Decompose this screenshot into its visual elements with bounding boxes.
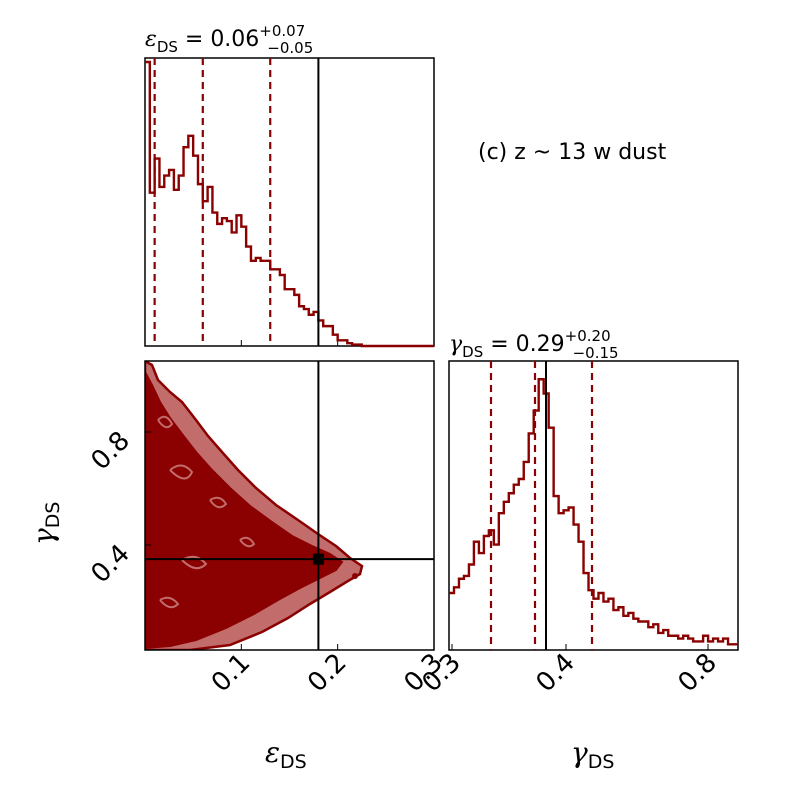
joint-ytick-label-1: 0.4 [85, 539, 135, 589]
gamma-title: γDS = 0.29+0.20 −0.15 [449, 327, 619, 362]
truth-marker [312, 553, 324, 565]
contour-holes [157, 415, 256, 609]
y-axis-label-gamma: γDS [27, 502, 64, 545]
joint-contour-panel: 0.1 0.2 0.3 0.80.4 εDS γDS [27, 360, 449, 773]
joint-frame [144, 360, 435, 651]
gamma-histogram-panel: 0.3 0.4 0.8 γDS = 0.29+0.20 −0.15 γDS [416, 327, 739, 773]
gamma-hist-frame [448, 360, 739, 651]
x-axis-label-gamma: γDS [571, 736, 614, 773]
gamma-histogram-step [449, 378, 738, 646]
contour-fills [145, 361, 364, 650]
joint-xtick-label-0: 0.1 [206, 648, 256, 698]
eps-title: εDS = 0.06+0.07 −0.05 [145, 22, 313, 57]
x-axis-label-eps: εDS [265, 736, 307, 773]
gamma-xtick-label-1: 0.4 [530, 648, 580, 698]
eps-histogram-panel: εDS = 0.06+0.07 −0.05 [144, 22, 435, 348]
joint-ytick-label-0: 0.8 [85, 426, 135, 476]
contour-inner [145, 371, 344, 650]
contour-speck [352, 573, 358, 579]
panel-annotation: (c) z ~ 13 w dust [478, 140, 667, 165]
joint-xtick-label-1: 0.2 [302, 648, 352, 698]
eps-hist-frame [144, 57, 435, 347]
eps-histogram-step [145, 60, 434, 348]
gamma-xtick-label-2: 0.8 [672, 648, 722, 698]
